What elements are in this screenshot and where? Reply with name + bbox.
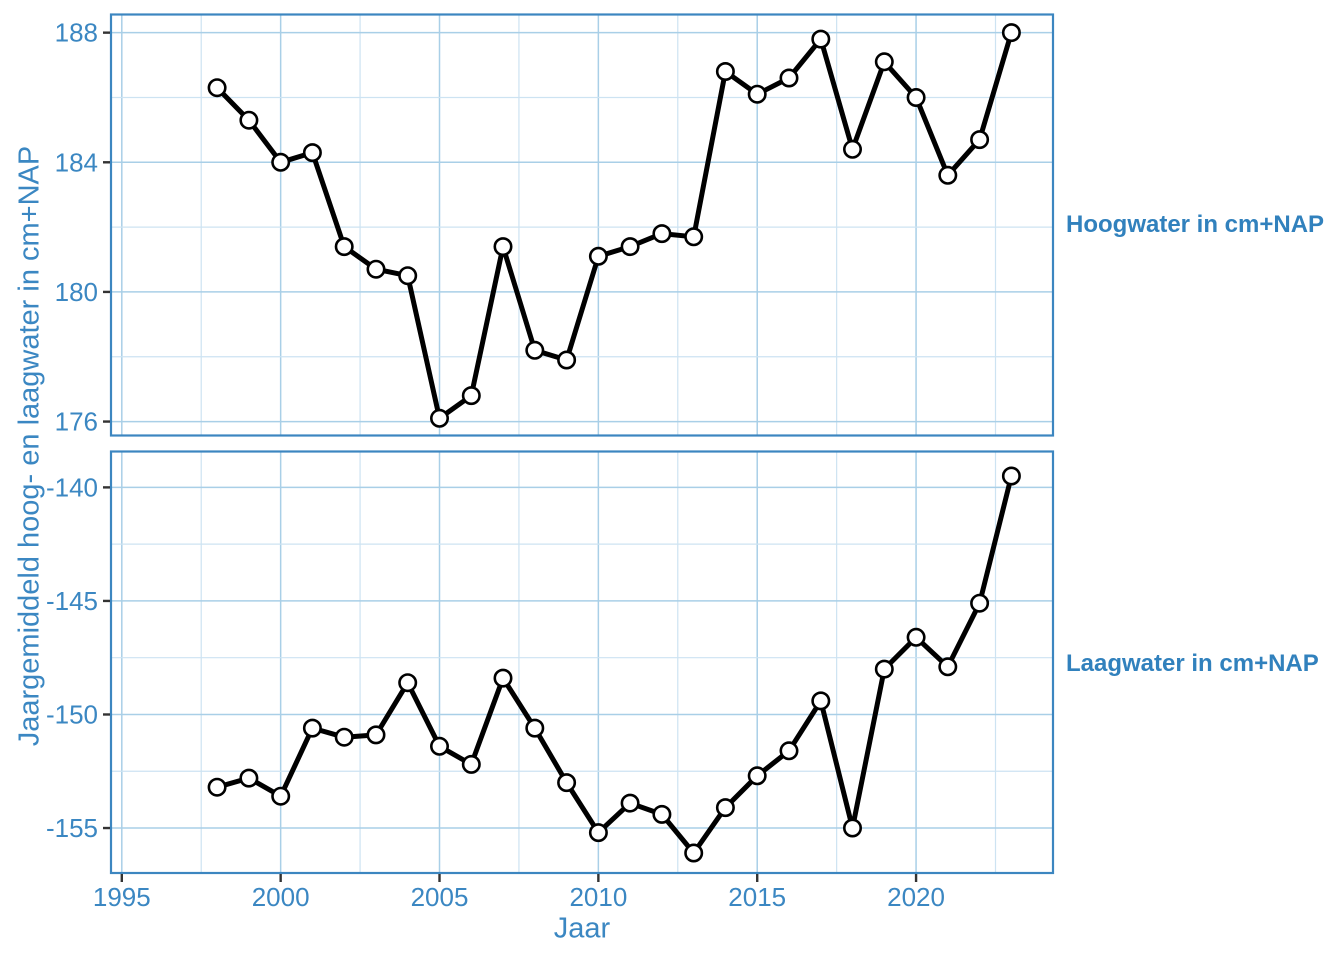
data-point (1001, 23, 1021, 43)
data-point (239, 110, 259, 130)
data-point (970, 130, 990, 150)
data-point (779, 741, 799, 761)
data-point (525, 718, 545, 738)
data-point (461, 386, 481, 406)
y-tick-label: -140 (46, 472, 98, 502)
data-point (779, 68, 799, 88)
strip-label-hoogwater: Hoogwater in cm+NAP (1066, 211, 1325, 238)
data-point (715, 798, 735, 818)
x-tick-label: 1995 (93, 882, 151, 912)
data-point (620, 793, 640, 813)
data-point (715, 61, 735, 81)
panel-border (109, 450, 1055, 875)
data-point (906, 88, 926, 108)
x-tick-label: 2015 (728, 882, 786, 912)
data-point (525, 340, 545, 360)
data-point (842, 818, 862, 838)
data-point (366, 725, 386, 745)
data-point (207, 78, 227, 98)
data-point (271, 152, 291, 172)
data-point (461, 754, 481, 774)
data-point (366, 259, 386, 279)
data-point (557, 773, 577, 793)
data-point (1001, 466, 1021, 486)
data-point (747, 766, 767, 786)
y-axis-title: Jaargemiddeld hoog- en laagwater in cm+N… (13, 145, 46, 747)
data-point (620, 237, 640, 257)
data-point (970, 593, 990, 613)
data-point (493, 237, 513, 257)
data-point (271, 786, 291, 806)
y-tick-label: 188 (55, 18, 98, 48)
data-point (398, 266, 418, 286)
data-point (429, 408, 449, 428)
data-point (811, 29, 831, 49)
data-point (842, 139, 862, 159)
y-tick-label: -145 (46, 586, 98, 616)
data-point (874, 659, 894, 679)
y-tick-label: 180 (55, 277, 98, 307)
y-tick-label: -150 (46, 700, 98, 730)
data-point (747, 84, 767, 104)
data-point (938, 657, 958, 677)
x-tick-label: 2005 (411, 882, 469, 912)
data-point (906, 627, 926, 647)
strip-label-laagwater: Laagwater in cm+NAP (1066, 650, 1319, 677)
data-point (334, 727, 354, 747)
data-line (214, 30, 1014, 421)
data-point (239, 768, 259, 788)
x-tick-label: 2000 (252, 882, 310, 912)
x-tick-label: 2020 (887, 882, 945, 912)
y-tick-label: 184 (55, 147, 98, 177)
data-point (684, 843, 704, 863)
panel-border (109, 13, 1055, 437)
x-tick-label: 2010 (569, 882, 627, 912)
data-point (429, 736, 449, 756)
data-point (557, 350, 577, 370)
data-point (811, 691, 831, 711)
data-point (334, 237, 354, 257)
data-point (652, 224, 672, 244)
data-point (588, 823, 608, 843)
data-point (652, 804, 672, 824)
y-tick-label: 176 (55, 407, 98, 437)
y-tick-label: -155 (46, 813, 98, 843)
data-point (588, 246, 608, 266)
data-point (684, 227, 704, 247)
data-point (398, 673, 418, 693)
data-point (874, 52, 894, 72)
x-axis-title: Jaar (553, 912, 611, 945)
data-point (302, 143, 322, 163)
data-point (207, 777, 227, 797)
data-point (302, 718, 322, 738)
data-point (493, 668, 513, 688)
data-point (938, 165, 958, 185)
